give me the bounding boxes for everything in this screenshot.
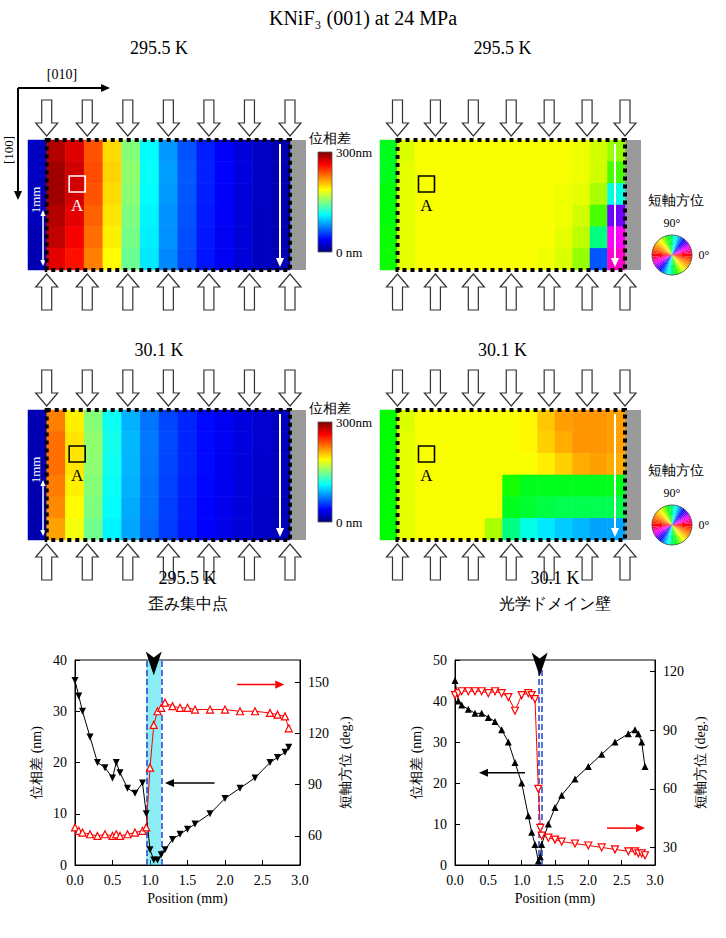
svg-text:10: 10	[433, 817, 447, 832]
svg-text:30: 30	[433, 735, 447, 750]
svg-text:A: A	[420, 466, 433, 485]
svg-text:2.0: 2.0	[216, 873, 234, 888]
svg-text:295.5 K: 295.5 K	[159, 568, 217, 588]
svg-text:30.1 K: 30.1 K	[478, 340, 527, 360]
svg-text:150: 150	[308, 675, 329, 690]
svg-text:10: 10	[53, 806, 67, 821]
svg-text:120: 120	[308, 726, 329, 741]
svg-text:3.0: 3.0	[291, 873, 309, 888]
svg-text:60: 60	[663, 781, 677, 796]
svg-text:3.0: 3.0	[646, 873, 664, 888]
svg-text:2.5: 2.5	[254, 873, 272, 888]
svg-text:位相差 (nm): 位相差 (nm)	[409, 726, 425, 799]
svg-text:短軸方位 (deg.): 短軸方位 (deg.)	[338, 716, 354, 809]
svg-text:位相差: 位相差	[309, 131, 351, 146]
svg-text:位相差: 位相差	[309, 401, 351, 416]
svg-text:[010]: [010]	[47, 67, 77, 82]
svg-text:短軸方位 (deg.): 短軸方位 (deg.)	[693, 716, 709, 809]
svg-text:60: 60	[308, 828, 322, 843]
svg-text:光学ドメイン壁: 光学ドメイン壁	[499, 595, 611, 612]
svg-text:30.1 K: 30.1 K	[135, 340, 184, 360]
svg-text:1mm: 1mm	[28, 187, 43, 214]
svg-text:0°: 0°	[699, 518, 710, 532]
svg-text:KNiF₃ (001) at 24 MPa: KNiF₃ (001) at 24 MPa	[269, 7, 457, 30]
svg-text:300nm: 300nm	[336, 415, 372, 430]
svg-text:0: 0	[60, 858, 67, 873]
svg-text:1.0: 1.0	[513, 873, 531, 888]
svg-text:1mm: 1mm	[28, 457, 43, 484]
svg-text:短軸方位: 短軸方位	[648, 463, 704, 478]
svg-text:30.1 K: 30.1 K	[531, 568, 580, 588]
svg-text:90°: 90°	[664, 216, 681, 230]
svg-text:1.5: 1.5	[546, 873, 564, 888]
svg-text:50: 50	[433, 653, 447, 668]
svg-text:20: 20	[433, 776, 447, 791]
svg-text:A: A	[71, 196, 84, 215]
svg-text:1.0: 1.0	[141, 873, 159, 888]
svg-text:0 nm: 0 nm	[336, 245, 362, 260]
svg-text:2.5: 2.5	[613, 873, 631, 888]
svg-text:300nm: 300nm	[336, 145, 372, 160]
svg-text:Position (mm): Position (mm)	[515, 891, 596, 907]
svg-text:短軸方位: 短軸方位	[648, 193, 704, 208]
svg-text:A: A	[71, 466, 84, 485]
svg-text:0.5: 0.5	[104, 873, 122, 888]
svg-text:2.0: 2.0	[580, 873, 598, 888]
svg-text:90: 90	[308, 777, 322, 792]
svg-text:0: 0	[440, 858, 447, 873]
svg-text:30: 30	[663, 840, 677, 855]
svg-text:30: 30	[53, 704, 67, 719]
svg-text:295.5 K: 295.5 K	[474, 38, 532, 58]
svg-text:0.0: 0.0	[66, 873, 84, 888]
svg-text:0°: 0°	[699, 248, 710, 262]
svg-text:40: 40	[433, 694, 447, 709]
svg-text:1.5: 1.5	[179, 873, 197, 888]
svg-text:A: A	[420, 196, 433, 215]
svg-text:295.5 K: 295.5 K	[130, 38, 188, 58]
svg-text:90°: 90°	[664, 486, 681, 500]
svg-text:0 nm: 0 nm	[336, 515, 362, 530]
svg-text:0.0: 0.0	[446, 873, 464, 888]
svg-text:位相差 (nm): 位相差 (nm)	[29, 726, 45, 799]
svg-text:120: 120	[663, 664, 684, 679]
svg-text:20: 20	[53, 755, 67, 770]
svg-text:Position (mm): Position (mm)	[147, 891, 228, 907]
svg-text:40: 40	[53, 653, 67, 668]
svg-text:歪み集中点: 歪み集中点	[148, 595, 228, 612]
svg-text:90: 90	[663, 723, 677, 738]
svg-text:0.5: 0.5	[480, 873, 498, 888]
svg-text:[100]: [100]	[1, 136, 16, 164]
